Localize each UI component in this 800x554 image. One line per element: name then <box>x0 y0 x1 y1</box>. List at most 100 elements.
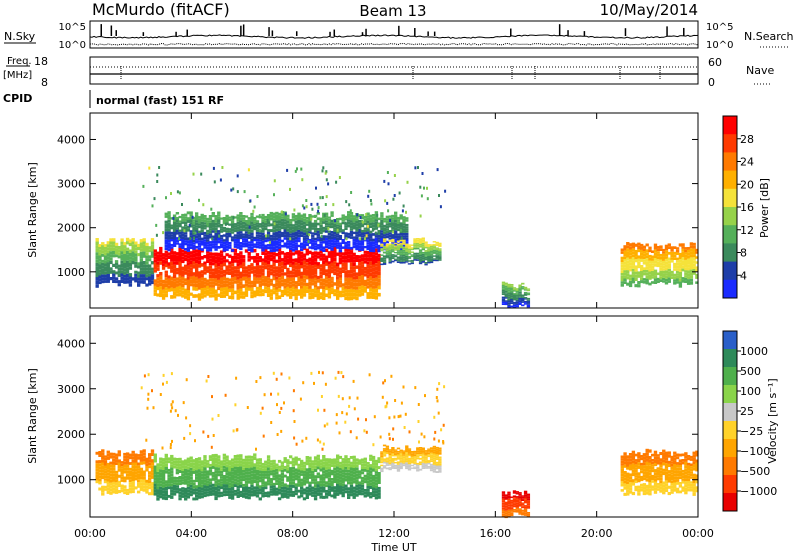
velocity-cell <box>128 487 133 491</box>
velocity-cell <box>242 470 246 473</box>
power-cell <box>424 250 428 252</box>
power-cell <box>673 246 677 249</box>
power-cell <box>413 252 417 255</box>
power-cell <box>385 254 390 256</box>
power-cell <box>120 241 124 245</box>
power-cell <box>405 243 409 245</box>
velocity-cell <box>347 487 351 491</box>
velocity-cell <box>255 480 260 484</box>
power-cell <box>521 282 525 285</box>
power-cell <box>322 226 326 230</box>
velocity-cell <box>355 493 359 497</box>
velocity-cell <box>305 474 309 478</box>
velocity-cell <box>358 484 362 487</box>
power-cell <box>689 257 694 261</box>
power-cell <box>247 234 251 237</box>
power-cell <box>382 243 387 246</box>
power-cell <box>145 255 149 259</box>
velocity-cell <box>131 472 135 475</box>
velocity-cell <box>319 477 323 481</box>
power-cell <box>344 277 348 282</box>
power-cell <box>159 272 163 276</box>
power-cell <box>261 235 265 239</box>
velocity-cell <box>258 473 262 477</box>
power-cell <box>313 264 318 268</box>
power-cell <box>269 237 273 241</box>
velocity-cell <box>203 455 207 459</box>
velocity-cell <box>327 463 332 467</box>
power-cell <box>640 280 644 284</box>
power-cell <box>327 288 332 292</box>
power-scatter <box>284 212 287 216</box>
power-cell <box>250 256 254 260</box>
power-cell <box>233 276 238 281</box>
velocity-cell <box>200 495 204 499</box>
power-scatter <box>444 189 447 193</box>
velocity-cell <box>410 456 414 458</box>
power-cell <box>244 229 249 232</box>
power-cell <box>269 254 273 258</box>
velocity-cell <box>374 479 379 483</box>
power-cell <box>322 267 326 272</box>
power-cell <box>236 286 240 290</box>
velocity-cell <box>380 461 384 464</box>
noise-left-tick-high: 10^5 <box>59 22 86 33</box>
velocity-cell <box>360 482 365 485</box>
velocity-cell <box>258 470 262 474</box>
velocity-cell <box>521 511 525 513</box>
power-cell <box>258 283 262 287</box>
power-cell <box>300 222 304 226</box>
velocity-cell <box>200 476 204 480</box>
power-cell <box>175 286 180 291</box>
power-cell <box>338 284 343 288</box>
power-scatter <box>301 204 304 208</box>
power-cell <box>291 218 296 222</box>
velocity-cell <box>291 484 296 488</box>
power-cell <box>645 264 649 267</box>
velocity-cell <box>236 479 240 483</box>
power-cell <box>170 236 174 239</box>
power-cell <box>626 254 630 258</box>
velocity-cell <box>217 485 221 489</box>
velocity-cell <box>302 476 307 480</box>
velocity-cell <box>178 488 182 492</box>
velocity-cell <box>139 482 144 486</box>
power-cell <box>125 241 130 245</box>
power-cell <box>294 234 298 237</box>
power-cell <box>371 261 376 265</box>
velocity-cell <box>338 467 343 471</box>
velocity-cell <box>225 493 229 496</box>
power-cell <box>164 270 168 274</box>
velocity-cell <box>250 484 254 488</box>
power-cell <box>148 273 152 277</box>
power-cell <box>181 256 185 260</box>
power-cell <box>311 227 315 230</box>
velocity-cell <box>109 479 113 483</box>
power-cell <box>277 246 282 249</box>
power-cell <box>219 294 224 298</box>
power-cell <box>286 226 290 229</box>
power-cell <box>178 265 182 269</box>
power-cell <box>269 223 273 227</box>
power-cell <box>302 289 307 294</box>
power-cell <box>98 246 102 250</box>
velocity-cell <box>394 449 398 451</box>
velocity-cell <box>239 460 243 464</box>
power-cell <box>300 285 304 289</box>
power-cell <box>667 280 671 283</box>
power-cell <box>402 235 406 238</box>
power-cell <box>123 263 127 266</box>
velocity-cell <box>374 482 379 486</box>
velocity-cell <box>197 489 202 493</box>
power-cell <box>394 254 398 256</box>
power-cell <box>164 244 168 248</box>
power-cell <box>230 228 235 232</box>
velocity-cell <box>382 444 387 447</box>
power-cell <box>186 289 191 294</box>
power-cell <box>681 251 685 255</box>
velocity-cell <box>266 494 271 498</box>
power-cell <box>208 281 213 285</box>
velocity-cell <box>228 496 232 499</box>
power-cell <box>366 236 370 240</box>
